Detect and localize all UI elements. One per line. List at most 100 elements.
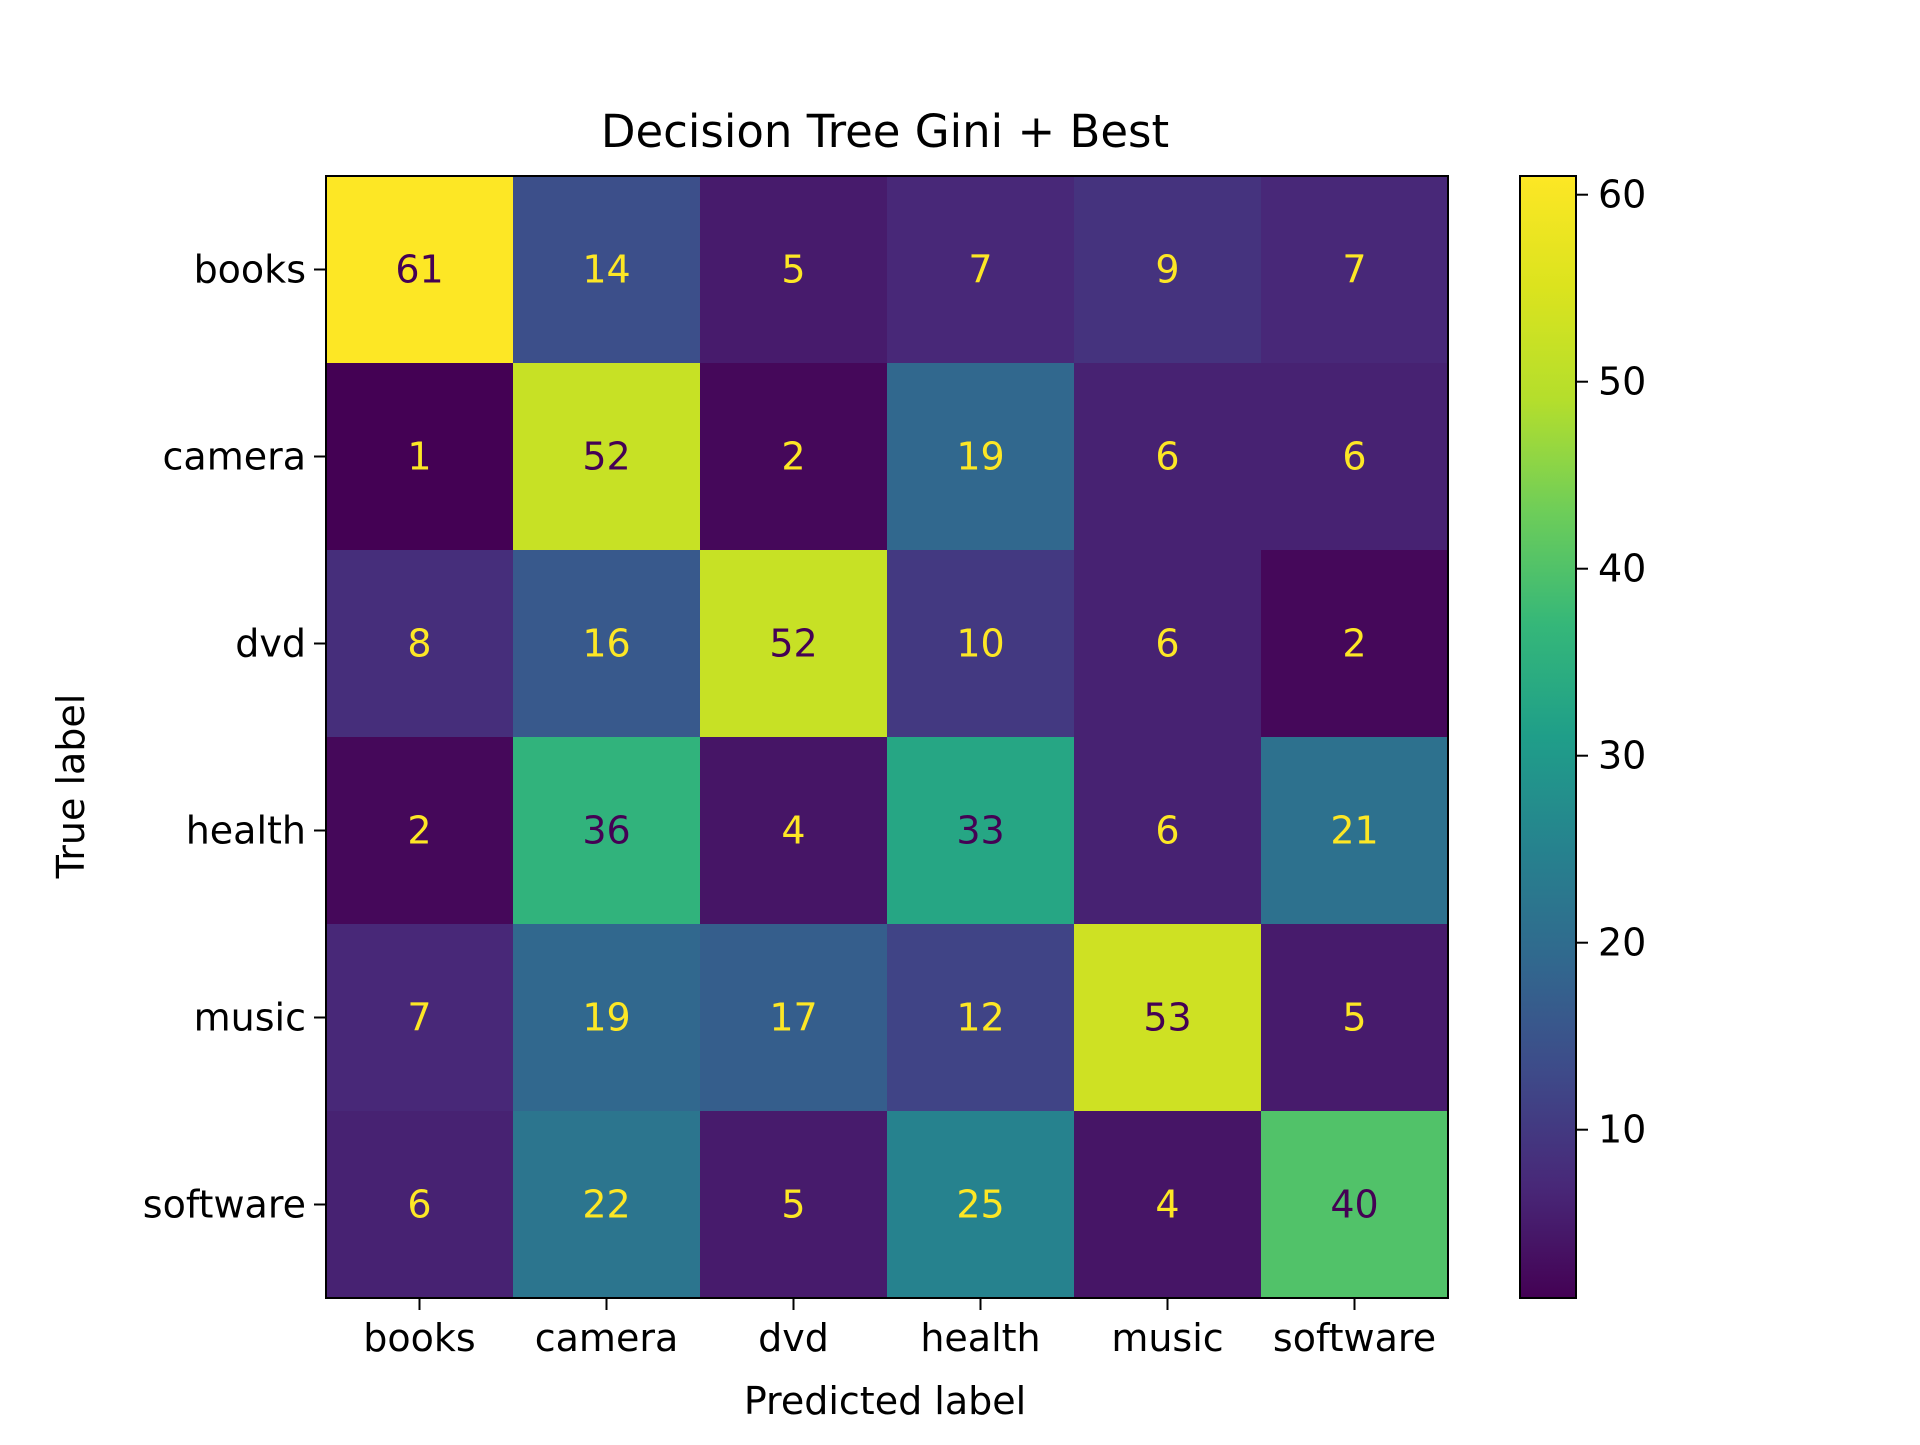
y-axis-ticks: books camera dvd health music software [143, 248, 326, 1227]
cell-value-label: 25 [956, 1183, 1004, 1227]
cell-value-label: 7 [407, 996, 431, 1040]
plot-frame [325, 175, 1449, 1299]
cell-value-label: 6 [1155, 622, 1179, 666]
heatmap-cell [326, 737, 514, 925]
heatmap-cell [1074, 1111, 1262, 1299]
heatmap-cell [1261, 1111, 1449, 1299]
heatmap-cell [513, 550, 701, 738]
heatmap-cell [1074, 363, 1262, 551]
cell-value-label: 52 [769, 622, 817, 666]
cell-value-label: 8 [407, 622, 431, 666]
y-axis-label: True label [49, 694, 93, 880]
x-axis-label: Predicted label [744, 1379, 1026, 1423]
cell-value-label: 53 [1143, 996, 1191, 1040]
cell-value-label: 7 [1342, 248, 1366, 292]
x-tick-label: books [363, 1316, 475, 1360]
heatmap-cell [1074, 176, 1262, 364]
heatmap-cell [326, 176, 514, 364]
cell-value-label: 5 [781, 1183, 805, 1227]
cell-value-label: 16 [582, 622, 630, 666]
cell-value-label: 6 [407, 1183, 431, 1227]
cell-value-label: 17 [769, 996, 817, 1040]
heatmap-cells [326, 176, 1449, 1299]
cell-value-label: 40 [1330, 1183, 1378, 1227]
heatmap-cell [1261, 176, 1449, 364]
cell-value-label: 12 [956, 996, 1004, 1040]
cell-value-label: 61 [395, 248, 443, 292]
cell-value-label: 19 [956, 435, 1004, 479]
heatmap-cell [513, 924, 701, 1112]
cell-value-label: 5 [1342, 996, 1366, 1040]
cell-value-label: 2 [1342, 622, 1366, 666]
colorbar-frame [1519, 175, 1577, 1299]
cell-value-label: 2 [407, 809, 431, 853]
cell-value-label: 4 [1155, 1183, 1179, 1227]
heatmap-cell-labels: 61 14 5 7 9 71 52 2 19 6 68 16 52 10 6 22 36 4 33 6 217 19 17 1… [395, 248, 1378, 1227]
cell-value-label: 7 [968, 248, 992, 292]
x-tick-label: software [1273, 1316, 1436, 1360]
colorbar-tick-label: 20 [1598, 921, 1646, 965]
heatmap-cell [326, 363, 514, 551]
heatmap-cell [513, 176, 701, 364]
cell-value-label: 4 [781, 809, 805, 853]
heatmap-cell [887, 924, 1075, 1112]
heatmap-cell [887, 176, 1075, 364]
cell-value-label: 36 [582, 809, 630, 853]
heatmap-cell [1261, 737, 1449, 925]
x-tick-label: dvd [758, 1316, 829, 1360]
colorbar-tick-label: 50 [1598, 360, 1646, 404]
cell-value-label: 52 [582, 435, 630, 479]
cell-value-label: 22 [582, 1183, 630, 1227]
heatmap-cell [700, 1111, 888, 1299]
heatmap-cell [887, 737, 1075, 925]
heatmap-cell [1261, 550, 1449, 738]
colorbar-tick-label: 10 [1598, 1108, 1646, 1152]
cell-value-label: 14 [582, 248, 630, 292]
heatmap-cell [700, 363, 888, 551]
colorbar [1520, 176, 1576, 1298]
colorbar-tick-label: 30 [1598, 734, 1646, 778]
colorbar-tick-label: 60 [1598, 173, 1646, 217]
y-tick-label: dvd [235, 622, 306, 666]
chart-title: Decision Tree Gini + Best [601, 105, 1169, 158]
heatmap-cell [1074, 550, 1262, 738]
y-tick-label: health [186, 809, 306, 853]
x-tick-label: health [920, 1316, 1040, 1360]
cell-value-label: 6 [1342, 435, 1366, 479]
cell-value-label: 33 [956, 809, 1004, 853]
heatmap-cell [1074, 737, 1262, 925]
heatmap-cell [887, 550, 1075, 738]
cell-value-label: 9 [1155, 248, 1179, 292]
heatmap-cell [700, 550, 888, 738]
heatmap-cell [326, 550, 514, 738]
cell-value-label: 19 [582, 996, 630, 1040]
heatmap-cell [326, 924, 514, 1112]
heatmap-cell [1261, 363, 1449, 551]
cell-value-label: 5 [781, 248, 805, 292]
heatmap-cell [1074, 924, 1262, 1112]
heatmap-cell [513, 363, 701, 551]
cell-value-label: 6 [1155, 435, 1179, 479]
heatmap-cell [887, 1111, 1075, 1299]
y-tick-label: music [194, 996, 306, 1040]
cell-value-label: 6 [1155, 809, 1179, 853]
heatmap-cell [513, 1111, 701, 1299]
x-tick-label: camera [535, 1316, 678, 1360]
cell-value-label: 10 [956, 622, 1004, 666]
x-axis-ticks: books camera dvd health music software [363, 1298, 1436, 1360]
heatmap-cell [1261, 924, 1449, 1112]
heatmap-cell [513, 737, 701, 925]
colorbar-tick-label: 40 [1598, 547, 1646, 591]
heatmap-cell [700, 737, 888, 925]
colorbar-ticks: 10 20 30 40 50 60 [1576, 173, 1646, 1152]
heatmap-cell [700, 176, 888, 364]
heatmap-cell [326, 1111, 514, 1299]
heatmap-cell [887, 363, 1075, 551]
cell-value-label: 1 [407, 435, 431, 479]
heatmap-cell [700, 924, 888, 1112]
x-tick-label: music [1111, 1316, 1223, 1360]
cell-value-label: 2 [781, 435, 805, 479]
y-tick-label: software [143, 1183, 306, 1227]
